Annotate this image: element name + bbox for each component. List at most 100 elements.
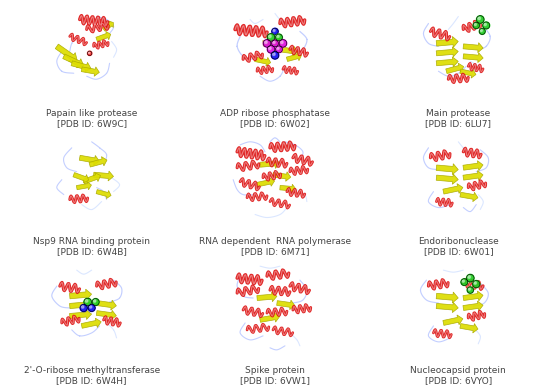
Text: Papain like protease: Papain like protease bbox=[46, 109, 138, 118]
Circle shape bbox=[267, 45, 275, 53]
Polygon shape bbox=[73, 172, 89, 183]
Polygon shape bbox=[83, 172, 101, 184]
Circle shape bbox=[87, 51, 92, 55]
Polygon shape bbox=[436, 37, 458, 47]
Circle shape bbox=[277, 47, 279, 50]
Text: Nucleocapsid protein: Nucleocapsid protein bbox=[410, 366, 506, 375]
Polygon shape bbox=[76, 182, 91, 190]
Text: Spike protein: Spike protein bbox=[245, 366, 305, 375]
Circle shape bbox=[276, 46, 282, 53]
Polygon shape bbox=[71, 61, 91, 72]
Text: ADP ribose phosphatase: ADP ribose phosphatase bbox=[220, 109, 330, 118]
Circle shape bbox=[263, 40, 271, 47]
Circle shape bbox=[272, 40, 278, 47]
Circle shape bbox=[273, 41, 275, 44]
Polygon shape bbox=[436, 302, 458, 313]
Circle shape bbox=[88, 305, 95, 311]
Circle shape bbox=[484, 23, 486, 26]
Circle shape bbox=[280, 41, 283, 44]
Polygon shape bbox=[446, 63, 464, 74]
Circle shape bbox=[480, 30, 482, 32]
Polygon shape bbox=[279, 46, 298, 56]
Text: [PDB ID: 6W01]: [PDB ID: 6W01] bbox=[424, 248, 493, 256]
Polygon shape bbox=[55, 44, 77, 62]
Polygon shape bbox=[273, 172, 291, 181]
Polygon shape bbox=[436, 292, 458, 303]
Circle shape bbox=[461, 279, 468, 286]
Polygon shape bbox=[257, 177, 274, 187]
Polygon shape bbox=[463, 53, 483, 63]
Polygon shape bbox=[460, 323, 478, 333]
Polygon shape bbox=[463, 301, 483, 311]
Circle shape bbox=[265, 41, 267, 44]
Circle shape bbox=[273, 29, 275, 32]
Polygon shape bbox=[96, 310, 117, 320]
Circle shape bbox=[267, 33, 275, 41]
Polygon shape bbox=[96, 300, 117, 310]
Polygon shape bbox=[102, 21, 113, 31]
Circle shape bbox=[483, 22, 490, 29]
Text: [PDB ID: 6W9C]: [PDB ID: 6W9C] bbox=[57, 119, 126, 128]
Polygon shape bbox=[280, 184, 296, 193]
Polygon shape bbox=[257, 292, 277, 302]
Polygon shape bbox=[463, 43, 483, 53]
Circle shape bbox=[90, 306, 92, 308]
Text: Endoribonuclease: Endoribonuclease bbox=[418, 237, 499, 246]
Text: [PDB ID: 6VW1]: [PDB ID: 6VW1] bbox=[240, 376, 310, 385]
Polygon shape bbox=[81, 318, 101, 328]
Polygon shape bbox=[255, 57, 271, 66]
Circle shape bbox=[277, 35, 279, 38]
Polygon shape bbox=[443, 315, 463, 325]
Circle shape bbox=[462, 280, 465, 282]
Text: 2'-O-ribose methyltransferase: 2'-O-ribose methyltransferase bbox=[24, 366, 160, 375]
Polygon shape bbox=[69, 310, 92, 320]
Polygon shape bbox=[436, 47, 458, 57]
Circle shape bbox=[92, 298, 99, 306]
Polygon shape bbox=[79, 155, 100, 165]
Circle shape bbox=[271, 52, 279, 59]
Circle shape bbox=[268, 47, 271, 50]
Circle shape bbox=[276, 34, 282, 41]
Polygon shape bbox=[287, 52, 301, 62]
Polygon shape bbox=[260, 313, 280, 322]
Circle shape bbox=[468, 276, 470, 278]
Polygon shape bbox=[263, 37, 283, 47]
Polygon shape bbox=[96, 189, 111, 199]
Circle shape bbox=[479, 28, 485, 34]
Circle shape bbox=[273, 53, 275, 55]
Text: Main protease: Main protease bbox=[426, 109, 491, 118]
Text: [PDB ID: 6LU7]: [PDB ID: 6LU7] bbox=[425, 119, 491, 128]
Text: RNA dependent  RNA polymerase: RNA dependent RNA polymerase bbox=[199, 237, 351, 246]
Circle shape bbox=[466, 275, 474, 282]
Circle shape bbox=[474, 282, 476, 284]
Circle shape bbox=[279, 40, 287, 47]
Circle shape bbox=[467, 287, 474, 293]
Polygon shape bbox=[81, 67, 100, 76]
Polygon shape bbox=[463, 161, 483, 171]
Circle shape bbox=[268, 35, 271, 38]
Polygon shape bbox=[463, 171, 483, 181]
Text: [PDB ID: 6M71]: [PDB ID: 6M71] bbox=[241, 248, 309, 256]
Polygon shape bbox=[460, 192, 478, 202]
Circle shape bbox=[468, 288, 470, 290]
Polygon shape bbox=[277, 300, 295, 310]
Circle shape bbox=[80, 305, 87, 311]
Circle shape bbox=[85, 300, 88, 302]
Polygon shape bbox=[63, 54, 84, 68]
Polygon shape bbox=[463, 291, 483, 301]
Circle shape bbox=[81, 306, 84, 308]
Circle shape bbox=[476, 16, 484, 23]
Text: Nsp9 RNA binding protein: Nsp9 RNA binding protein bbox=[33, 237, 150, 246]
Text: [PDB ID: 6W4H]: [PDB ID: 6W4H] bbox=[57, 376, 127, 385]
Circle shape bbox=[94, 300, 96, 302]
Polygon shape bbox=[260, 159, 280, 168]
Circle shape bbox=[473, 22, 480, 28]
Polygon shape bbox=[94, 171, 113, 181]
Polygon shape bbox=[96, 31, 111, 42]
Circle shape bbox=[478, 17, 481, 20]
Polygon shape bbox=[89, 157, 107, 167]
Circle shape bbox=[88, 52, 90, 54]
Polygon shape bbox=[460, 69, 476, 78]
Polygon shape bbox=[436, 57, 458, 67]
Circle shape bbox=[84, 298, 91, 306]
